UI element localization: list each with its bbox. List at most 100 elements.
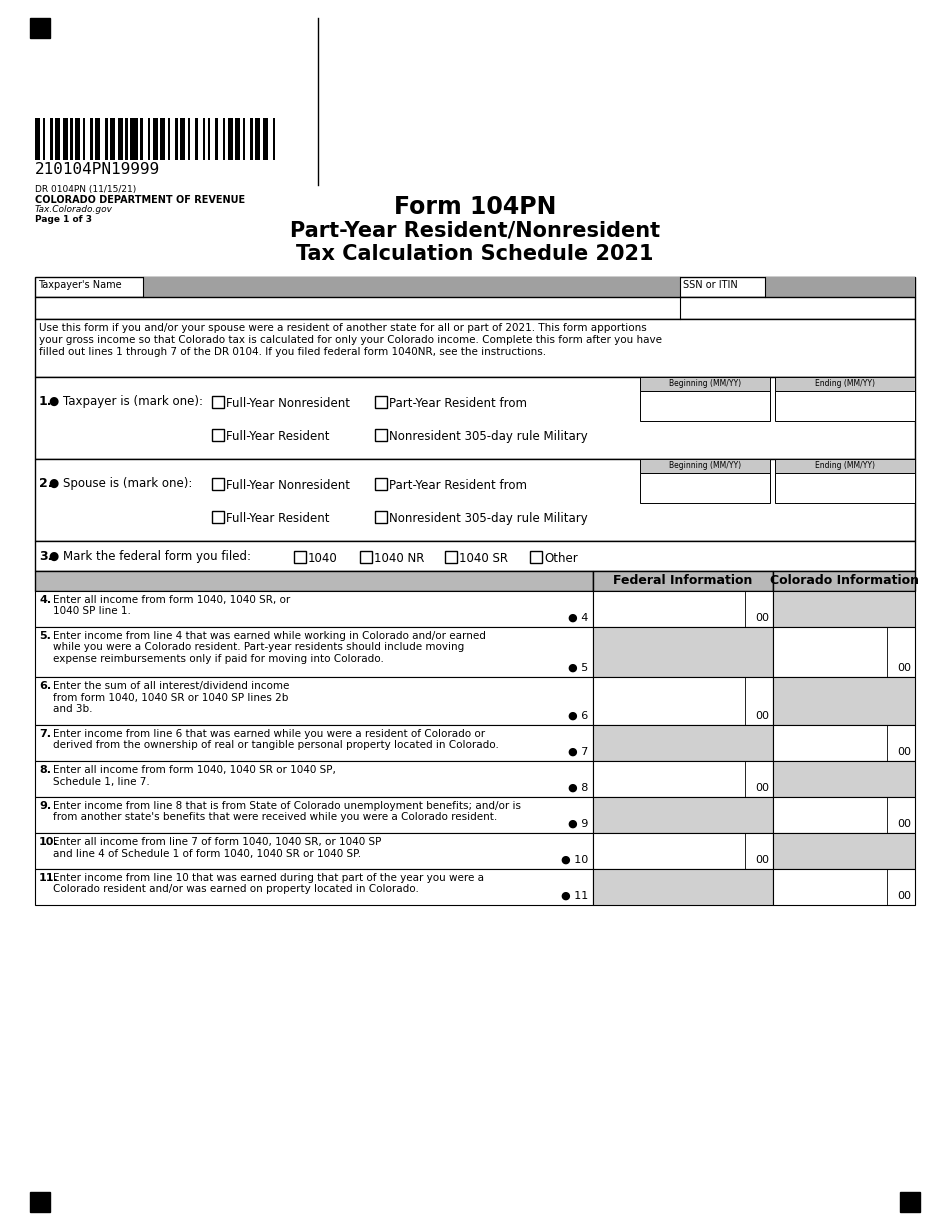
Bar xyxy=(593,870,773,905)
Text: Enter income from line 4 that was earned while working in Colorado and/or earned: Enter income from line 4 that was earned… xyxy=(53,631,485,641)
Bar xyxy=(773,627,915,676)
Bar xyxy=(530,551,542,563)
Text: Full-Year Nonresident: Full-Year Nonresident xyxy=(226,478,350,492)
Bar xyxy=(375,510,387,523)
Bar xyxy=(775,378,915,391)
Bar xyxy=(35,118,40,160)
Text: DR 0104PN (11/15/21): DR 0104PN (11/15/21) xyxy=(35,184,136,194)
Bar xyxy=(50,118,52,160)
Bar xyxy=(775,391,915,421)
Text: while you were a Colorado resident. Part-year residents should include moving: while you were a Colorado resident. Part… xyxy=(53,642,465,652)
Text: Tax.Colorado.gov: Tax.Colorado.gov xyxy=(35,205,113,214)
Text: 9.: 9. xyxy=(39,801,51,811)
Bar xyxy=(773,590,915,627)
Text: 1040 SR: 1040 SR xyxy=(459,552,508,565)
Text: 00: 00 xyxy=(897,819,911,829)
Text: Other: Other xyxy=(544,552,578,565)
Bar xyxy=(593,761,773,797)
Bar xyxy=(75,118,80,160)
Text: Federal Information: Federal Information xyxy=(614,574,752,587)
Text: Nonresident 305-day rule Military: Nonresident 305-day rule Military xyxy=(389,430,588,443)
Text: derived from the ownership of real or tangible personal property located in Colo: derived from the ownership of real or ta… xyxy=(53,740,499,750)
Text: 00: 00 xyxy=(755,711,769,721)
Text: 2.: 2. xyxy=(39,477,52,490)
Text: 6.: 6. xyxy=(39,681,51,691)
Bar xyxy=(900,1192,920,1212)
Bar xyxy=(212,396,224,408)
Bar xyxy=(35,797,593,833)
Text: ● Taxpayer is (mark one):: ● Taxpayer is (mark one): xyxy=(49,395,203,408)
Text: Part-Year Resident/Nonresident: Part-Year Resident/Nonresident xyxy=(290,220,660,240)
Bar xyxy=(593,833,773,870)
Bar xyxy=(235,118,240,160)
Bar xyxy=(35,590,593,627)
Text: Colorado Information: Colorado Information xyxy=(770,574,919,587)
Text: 00: 00 xyxy=(755,613,769,624)
Bar xyxy=(773,870,915,905)
Bar xyxy=(227,118,233,160)
Bar xyxy=(593,571,773,590)
Text: Schedule 1, line 7.: Schedule 1, line 7. xyxy=(53,776,150,786)
Bar xyxy=(593,724,773,761)
Text: Nonresident 305-day rule Military: Nonresident 305-day rule Military xyxy=(389,512,588,525)
Bar xyxy=(43,118,45,160)
Bar xyxy=(212,429,224,442)
Bar xyxy=(35,378,915,459)
Bar xyxy=(212,478,224,490)
Text: Colorado resident and/or was earned on property located in Colorado.: Colorado resident and/or was earned on p… xyxy=(53,884,419,894)
Text: 1.: 1. xyxy=(39,395,52,408)
Text: Use this form if you and/or your spouse were a resident of another state for all: Use this form if you and/or your spouse … xyxy=(39,323,647,333)
Bar xyxy=(593,797,773,833)
Text: and 3b.: and 3b. xyxy=(53,704,92,713)
Text: from another state's benefits that were received while you were a Colorado resid: from another state's benefits that were … xyxy=(53,813,497,823)
Text: ● 11: ● 11 xyxy=(560,891,588,902)
Text: Tax Calculation Schedule 2021: Tax Calculation Schedule 2021 xyxy=(296,244,654,264)
Bar xyxy=(273,118,275,160)
Bar xyxy=(640,378,770,391)
Bar xyxy=(262,118,268,160)
Bar xyxy=(640,474,770,503)
Bar xyxy=(593,590,773,627)
Bar xyxy=(55,118,60,160)
Bar xyxy=(212,510,224,523)
Bar xyxy=(207,118,210,160)
Bar xyxy=(242,118,245,160)
Bar xyxy=(593,676,773,724)
Text: 1040 NR: 1040 NR xyxy=(374,552,425,565)
Text: ● 6: ● 6 xyxy=(568,711,588,721)
Text: SSN or ITIN: SSN or ITIN xyxy=(683,280,738,290)
Text: Full-Year Nonresident: Full-Year Nonresident xyxy=(226,397,350,410)
Bar xyxy=(30,18,50,38)
Bar xyxy=(30,1192,50,1212)
Text: Taxpayer's Name: Taxpayer's Name xyxy=(38,280,122,290)
Bar xyxy=(773,571,915,590)
Text: from form 1040, 1040 SR or 1040 SP lines 2b: from form 1040, 1040 SR or 1040 SP lines… xyxy=(53,692,289,702)
Bar xyxy=(775,474,915,503)
Text: Part-Year Resident from: Part-Year Resident from xyxy=(389,397,527,410)
Text: Ending (MM/YY): Ending (MM/YY) xyxy=(815,461,875,470)
Bar xyxy=(147,118,150,160)
Bar xyxy=(35,676,593,724)
Bar xyxy=(90,118,92,160)
Text: Enter income from line 6 that was earned while you were a resident of Colorado o: Enter income from line 6 that was earned… xyxy=(53,729,485,739)
Text: Enter the sum of all interest/dividend income: Enter the sum of all interest/dividend i… xyxy=(53,681,290,691)
Bar xyxy=(180,118,185,160)
Bar xyxy=(118,118,123,160)
Text: 3.: 3. xyxy=(39,550,52,563)
Bar xyxy=(773,797,915,833)
Bar xyxy=(445,551,457,563)
Text: filled out lines 1 through 7 of the DR 0104. If you filed federal form 1040NR, s: filled out lines 1 through 7 of the DR 0… xyxy=(39,347,546,357)
Text: 00: 00 xyxy=(755,784,769,793)
Text: 00: 00 xyxy=(897,747,911,756)
Bar xyxy=(35,541,915,571)
Bar xyxy=(360,551,372,563)
Text: ● Spouse is (mark one):: ● Spouse is (mark one): xyxy=(49,477,192,490)
Text: Part-Year Resident from: Part-Year Resident from xyxy=(389,478,527,492)
Text: 00: 00 xyxy=(755,855,769,865)
Bar xyxy=(775,459,915,474)
Bar xyxy=(215,118,218,160)
Bar xyxy=(195,118,198,160)
Text: 00: 00 xyxy=(897,891,911,902)
Bar xyxy=(35,627,593,676)
Bar xyxy=(35,319,915,378)
